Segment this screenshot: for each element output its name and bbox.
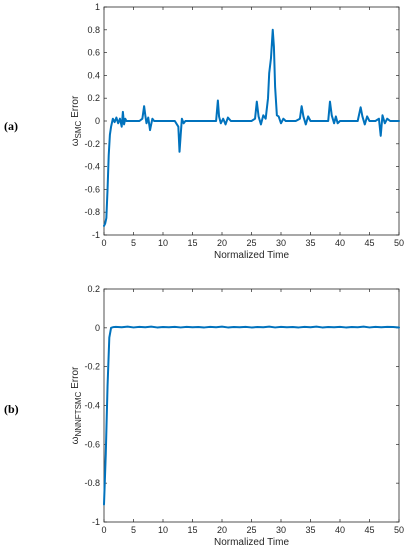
x-tick-label: 20 — [217, 238, 227, 248]
x-tick-label: 35 — [305, 238, 315, 248]
x-tick-label: 10 — [158, 238, 168, 248]
y-axis-label: ωNNNFTSMC Error — [70, 366, 83, 444]
x-tick-label: 45 — [364, 238, 374, 248]
y-tick-label: 0.2 — [87, 284, 100, 294]
x-tick-label: 45 — [364, 525, 374, 535]
y-tick-label: 0 — [95, 323, 100, 333]
series-line — [103, 28, 400, 227]
x-tick-label: 25 — [246, 238, 256, 248]
y-tick-label: -0.2 — [84, 139, 100, 149]
x-tick-label: 35 — [305, 525, 315, 535]
y-tick-label: -0.4 — [84, 162, 100, 172]
y-tick-label: -1 — [92, 230, 100, 240]
series-line — [103, 325, 400, 506]
y-tick-label: 1 — [95, 2, 100, 12]
x-tick-label: 0 — [101, 238, 106, 248]
x-tick-label: 40 — [335, 238, 345, 248]
y-tick-label: 0.4 — [87, 70, 100, 80]
y-tick-label: -0.6 — [84, 439, 100, 449]
y-tick-label: 0 — [95, 116, 100, 126]
y-axis-label: ωSMC Error — [70, 95, 83, 146]
panel-label: (a) — [4, 119, 18, 133]
panel-a: (a)0 5 10 15 20 25 30 35 40 45 50-1-0.8-0.6-0.4-0.… — [4, 2, 404, 261]
y-tick-label: 0.2 — [87, 93, 100, 103]
x-tick-label: 15 — [187, 238, 197, 248]
y-tick-label: -1 — [92, 517, 100, 527]
x-tick-label: 5 — [131, 525, 136, 535]
x-axis-label: Normalized Time — [214, 250, 289, 261]
x-axis-label: Normalized Time — [214, 537, 289, 548]
x-tick-label: 10 — [158, 525, 168, 535]
y-tick-label: -0.8 — [84, 207, 100, 217]
x-tick-label: 20 — [217, 525, 227, 535]
x-tick-label: 25 — [246, 525, 256, 535]
x-tick-label: 40 — [335, 525, 345, 535]
x-tick-label: 30 — [276, 238, 286, 248]
y-tick-label: -0.6 — [84, 184, 100, 194]
x-tick-label: 50 — [394, 238, 404, 248]
x-tick-label: 5 — [131, 238, 136, 248]
y-tick-label: -0.8 — [84, 478, 100, 488]
x-tick-label: 15 — [187, 525, 197, 535]
y-tick-label: 0.8 — [87, 25, 100, 35]
y-tick-label: -0.4 — [84, 401, 100, 411]
y-tick-label: -0.2 — [84, 362, 100, 372]
x-tick-label: 30 — [276, 525, 286, 535]
y-tick-label: 0.6 — [87, 48, 100, 58]
panel-label: (b) — [4, 402, 19, 416]
plot-area — [103, 288, 400, 523]
panel-b: (b) 0 5 10 15 20 25 30 35 40 45 50 -1 -0.8 -0.6 -0.4 -0.… — [4, 284, 404, 548]
x-tick-label: 50 — [394, 525, 404, 535]
x-tick-label: 0 — [101, 525, 106, 535]
